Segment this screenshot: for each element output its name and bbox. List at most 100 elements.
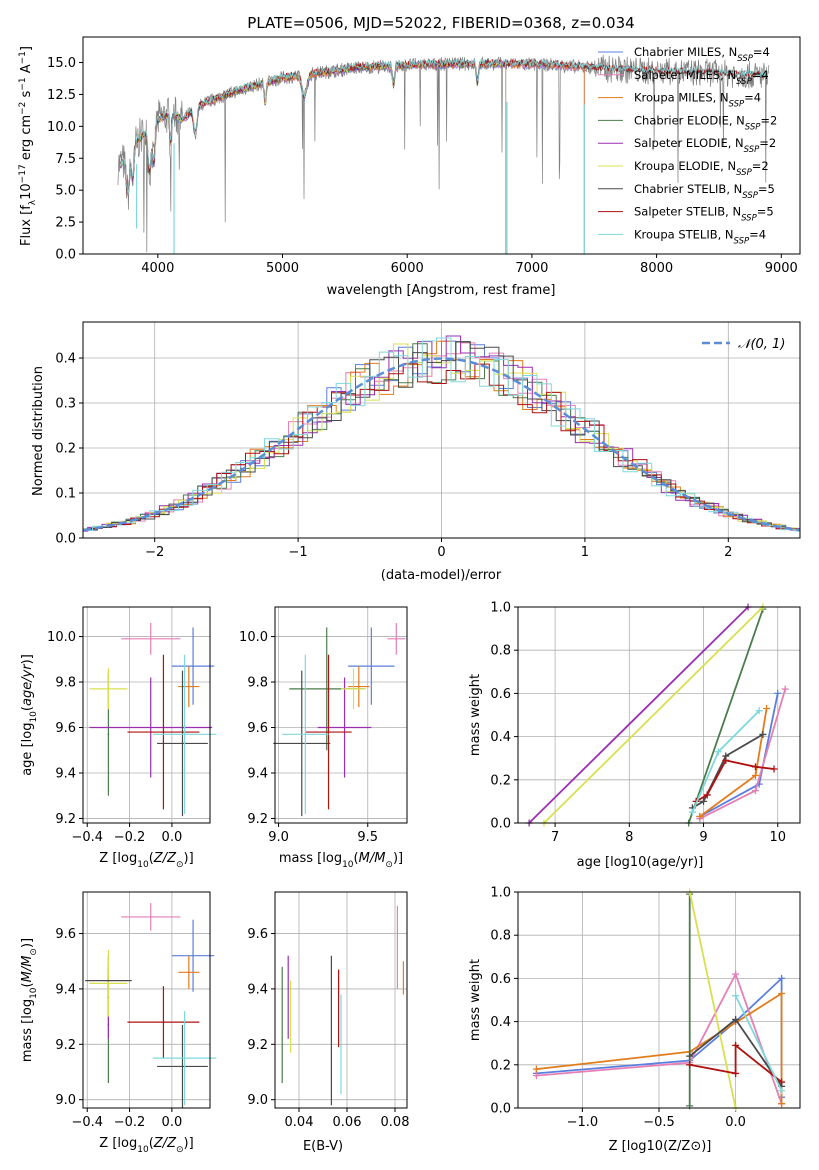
weight-age-xtick-label: 8 [625, 830, 633, 845]
mass-Z-point [181, 1065, 184, 1068]
spectrum-ytick-label: 12.5 [47, 88, 76, 103]
mass-Z-point [149, 916, 152, 918]
age-mass-point [357, 685, 360, 688]
weight-Z-series-marker [732, 1015, 740, 1023]
mass-Z-xtick-label: −0.2 [114, 1115, 146, 1130]
weight-Z-ytick-label: 0.0 [490, 1102, 511, 1117]
weight-Z-series-marker [778, 1078, 786, 1086]
weight-age-xtick-label: 10 [769, 830, 786, 845]
age-mass-xlabel-part: mass [ [279, 851, 322, 866]
residuals-hist-step [83, 340, 800, 531]
spectrum-legend-item: Chabrier STELIB, NSSP=5 [634, 182, 775, 201]
mass-Z-xlabel-part: ⊙ [176, 1145, 184, 1155]
spectrum-xtick-label: 6000 [391, 261, 424, 276]
spectrum-legend-item: Chabrier ELODIE, NSSP=2 [634, 113, 777, 132]
age-mass-ytick-label: 9.6 [247, 721, 268, 736]
weight-Z-series-marker [732, 970, 740, 978]
weight-Z-xtick-label: −1.0 [567, 1115, 599, 1130]
age-mass-xtick-label: 9.0 [268, 830, 289, 845]
spectrum-ytick-label: 10.0 [47, 120, 76, 135]
age-Z-ylabel: age [log10(age/yr)] [20, 654, 39, 776]
spectrum-legend-sub: SSP [736, 168, 752, 178]
spectrum-legend-label: Chabrier STELIB, N [634, 182, 742, 196]
residuals-xtick-label: 1 [581, 545, 589, 560]
spectrum-legend-item: Kroupa STELIB, NSSP=4 [634, 227, 766, 246]
mass-Z-point [183, 1057, 186, 1060]
weight-age-xtick-label: 7 [551, 830, 559, 845]
residuals-xtick-label: 2 [724, 545, 732, 560]
residuals-ytick-label: 0.3 [55, 397, 76, 412]
mass-ebv-ytick-label: 9.4 [247, 982, 268, 997]
mass-Z-frame [82, 891, 211, 1109]
spectrum-xtick-label: 8000 [640, 261, 673, 276]
residuals-xtick-label: 0 [437, 545, 445, 560]
spectrum-ylabel-part: A [19, 64, 34, 77]
spectrum-legend-tail: =4 [753, 45, 770, 59]
age-mass-xtick-label: 9.5 [357, 830, 378, 845]
age-Z-xlabel-part: )] [184, 851, 194, 866]
mass-Z-ylabel-part: M/M [20, 956, 35, 983]
spectrum-ylabel: Flux [fλ10−17 erg cm−2 s−1 A−1] [18, 46, 38, 246]
weight-age-series-marker [751, 771, 759, 779]
weight-age-series-line [691, 733, 764, 809]
weight-age-xlabel: age [log10(age/yr)] [577, 855, 704, 870]
spectrum-ylabel-part: s [19, 90, 34, 101]
spectrum-ylabel-part: erg cm [19, 115, 34, 164]
mass-Z-xlabel-part: )] [184, 1136, 194, 1151]
spectrum-legend-sub: SSP [742, 191, 758, 201]
weight-age-series-marker [763, 705, 771, 713]
age-Z-point [181, 742, 184, 745]
residuals-xtick-label: −2 [145, 545, 164, 560]
spectrum-frame [82, 36, 801, 255]
spectrum-legend-label: Chabrier MILES, N [634, 45, 737, 59]
weight-age-ytick-label: 0.2 [490, 773, 511, 788]
weight-age-series-marker [714, 748, 722, 756]
weight-age-series-marker [751, 787, 759, 795]
mass-ebv-ytick-label: 9.2 [247, 1038, 268, 1053]
spectrum-legend-item: Salpeter MILES, NSSP=4 [634, 68, 769, 87]
spectrum-title: PLATE=0506, MJD=52022, FIBERID=0368, z=0… [247, 14, 634, 32]
weight-Z-ytick-label: 0.4 [490, 1015, 511, 1030]
residuals-xtick-label: −1 [289, 545, 308, 560]
spectrum-xtick-label: 5000 [266, 261, 299, 276]
age-mass-point [343, 726, 346, 729]
weight-age-series-marker [770, 765, 778, 773]
spectrum-legend-sub: SSP [741, 214, 757, 224]
weight-Z-xtick-label: 0.0 [725, 1115, 746, 1130]
weight-Z-series-marker [686, 1052, 694, 1060]
age-Z-xlabel: Z [log10(Z/Z⊙)] [99, 851, 193, 870]
age-mass-point [352, 687, 355, 690]
weight-age-series-line [687, 608, 764, 824]
weight-Z-series-marker [778, 990, 786, 998]
spectrum-ylabel-part: 10 [19, 183, 34, 200]
residuals-xlabel: (data-model)/error [381, 568, 502, 583]
weight-Z-series-marker [778, 1087, 786, 1095]
age-mass-frame [274, 606, 408, 824]
age-Z-ylabel-part: )] [20, 654, 35, 664]
age-mass-ytick-label: 9.2 [247, 812, 268, 827]
weight-age-series-marker [774, 689, 782, 697]
age-Z-ylabel-part: ( [20, 706, 35, 711]
mass-Z-ylabel-part: ( [20, 982, 35, 987]
spectrum-ylabel-part: λ [28, 199, 38, 205]
age-Z-ytick-label: 9.8 [55, 676, 76, 691]
age-Z-point [162, 731, 165, 733]
spectrum-legend-sub: SSP [745, 122, 761, 132]
weight-age-series-marker [700, 797, 708, 805]
weight-Z-ylabel: mass weight [468, 959, 483, 1041]
age-Z-xtick-label: −0.4 [71, 830, 103, 845]
weight-Z-ytick-label: 0.2 [490, 1058, 511, 1073]
weight-age-series-marker [703, 791, 711, 799]
mass-Z-xlabel-part: Z/Z [153, 1136, 177, 1151]
spectrum-legend-tail: =2 [752, 159, 769, 173]
weight-age-frame [517, 606, 801, 824]
weight-Z-series-marker [532, 1072, 540, 1080]
weight-Z-series-marker [686, 1061, 694, 1069]
age-mass-point [300, 742, 303, 745]
weight-age-series-marker [751, 763, 759, 771]
age-mass-xlabel-part: 10 [342, 860, 354, 870]
spectrum-legend-tail: =4 [749, 227, 766, 241]
age-mass-xlabel-part: )] [393, 851, 403, 866]
age-Z-point [107, 733, 110, 736]
